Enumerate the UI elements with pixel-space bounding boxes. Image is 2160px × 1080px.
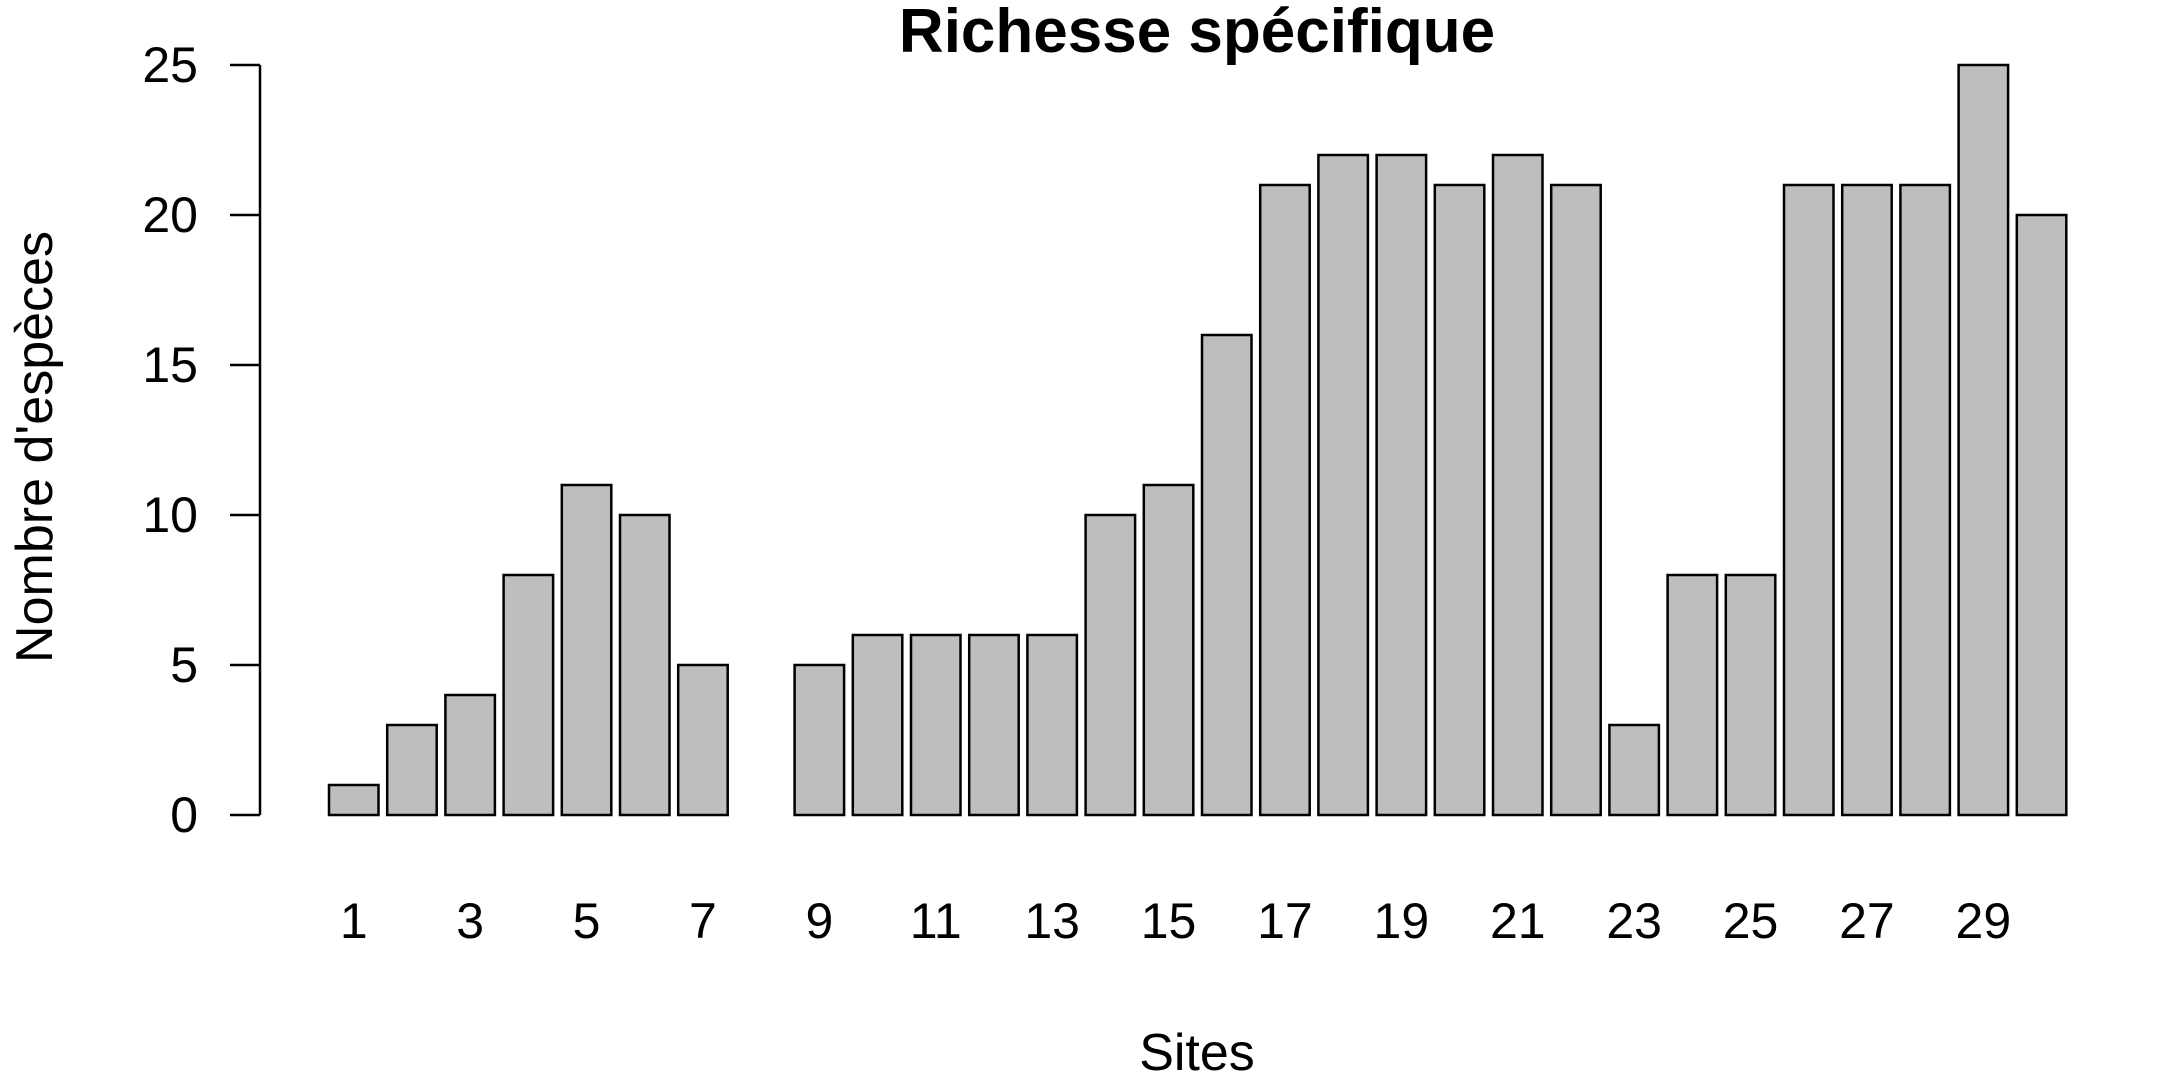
x-tick-label: 21 (1490, 893, 1546, 949)
bar-site-18 (1317, 153, 1370, 817)
bar-site-3 (444, 693, 497, 817)
y-axis-title: Nombre d'espèces (6, 231, 64, 663)
bar-site-9 (793, 663, 846, 817)
bar-site-11 (909, 633, 962, 817)
bar-site-23 (1608, 723, 1661, 817)
bar-site-5 (560, 483, 613, 817)
bar-site-28 (1899, 183, 1952, 817)
bar-site-17 (1258, 183, 1311, 817)
y-tick-label: 10 (142, 487, 198, 543)
bar-site-24 (1666, 573, 1719, 817)
x-tick-label: 17 (1257, 893, 1313, 949)
x-tick-label: 27 (1839, 893, 1895, 949)
bar-site-6 (618, 513, 671, 817)
bar-site-21 (1491, 153, 1544, 817)
x-tick-label: 1 (340, 893, 368, 949)
bar-site-19 (1375, 153, 1428, 817)
x-axis-tick-labels: 1 3 5 7 9 11 13 15 17 19 21 23 25 27 29 (340, 893, 2011, 949)
bar-site-30 (2015, 213, 2068, 817)
bar-site-1 (327, 783, 380, 817)
x-tick-label: 15 (1141, 893, 1197, 949)
y-tick-label: 0 (170, 787, 198, 843)
x-tick-label: 13 (1024, 893, 1080, 949)
bar-site-25 (1724, 573, 1777, 817)
bar-site-20 (1433, 183, 1486, 817)
y-tick-label: 20 (142, 187, 198, 243)
bar-site-22 (1549, 183, 1602, 817)
y-tick-label: 15 (142, 337, 198, 393)
bar-series (327, 63, 2068, 817)
y-tick-label: 25 (142, 37, 198, 93)
x-tick-label: 5 (573, 893, 601, 949)
x-tick-label: 7 (689, 893, 717, 949)
y-tick-label: 5 (170, 637, 198, 693)
x-tick-label: 9 (805, 893, 833, 949)
bar-site-2 (385, 723, 438, 817)
x-tick-label: 11 (910, 893, 962, 949)
x-tick-label: 3 (456, 893, 484, 949)
bar-site-10 (851, 633, 904, 817)
x-axis-title: Sites (1139, 1024, 1255, 1080)
chart-title: Richesse spécifique (899, 0, 1495, 66)
y-axis: 0 5 10 15 20 25 (142, 37, 262, 843)
x-tick-label: 19 (1374, 893, 1430, 949)
bar-site-13 (1026, 633, 1079, 817)
bar-site-4 (502, 573, 555, 817)
bar-site-15 (1142, 483, 1195, 817)
bar-site-29 (1957, 63, 2010, 817)
bar-site-16 (1200, 333, 1253, 817)
bar-site-12 (967, 633, 1020, 817)
bar-site-26 (1782, 183, 1835, 817)
bar-site-7 (676, 663, 729, 817)
bar-site-14 (1084, 513, 1137, 817)
bar-site-27 (1840, 183, 1893, 817)
x-tick-label: 23 (1606, 893, 1662, 949)
x-tick-label: 29 (1956, 893, 2012, 949)
x-tick-label: 25 (1723, 893, 1779, 949)
